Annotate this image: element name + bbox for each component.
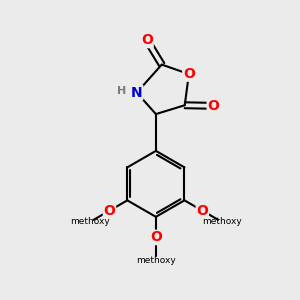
Text: methoxy: methoxy xyxy=(136,256,176,265)
Text: O: O xyxy=(207,99,219,113)
Text: N: N xyxy=(131,85,142,100)
Text: O: O xyxy=(196,204,208,218)
Text: methoxy: methoxy xyxy=(202,218,242,226)
Text: O: O xyxy=(183,67,195,81)
Text: O: O xyxy=(103,204,116,218)
Text: O: O xyxy=(141,34,153,47)
Text: methoxy: methoxy xyxy=(70,218,110,226)
Text: H: H xyxy=(117,86,126,96)
Text: O: O xyxy=(150,230,162,244)
